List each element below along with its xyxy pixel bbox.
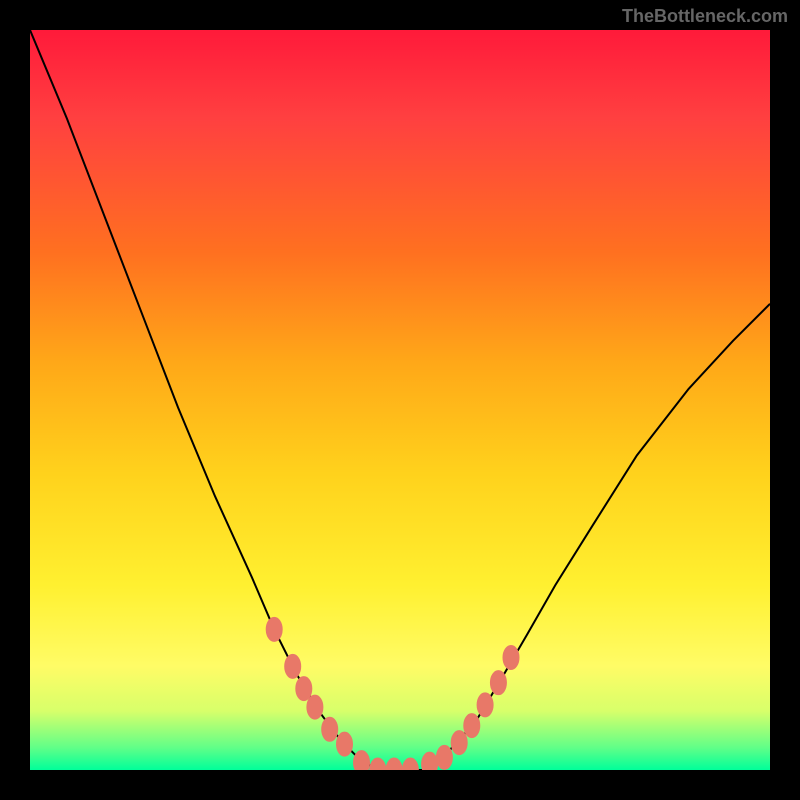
marker-dot <box>370 758 386 770</box>
marker-dot <box>266 617 282 641</box>
watermark-label: TheBottleneck.com <box>622 6 788 27</box>
marker-dot <box>402 758 418 770</box>
marker-dot <box>386 758 402 770</box>
marker-dot <box>464 714 480 738</box>
marker-dot <box>285 654 301 678</box>
marker-dot <box>436 745 452 769</box>
marker-dot <box>477 693 493 717</box>
marker-dot <box>422 752 438 770</box>
marker-dot <box>322 717 338 741</box>
marker-dot <box>307 695 323 719</box>
marker-dot <box>451 731 467 755</box>
marker-dot <box>296 677 312 701</box>
marker-dot <box>337 732 353 756</box>
marker-dot <box>503 646 519 670</box>
chart-container: TheBottleneck.com <box>0 0 800 800</box>
marker-dot <box>354 751 370 770</box>
v-curve <box>30 30 770 770</box>
curve-overlay <box>30 30 770 770</box>
marker-dot <box>490 671 506 695</box>
